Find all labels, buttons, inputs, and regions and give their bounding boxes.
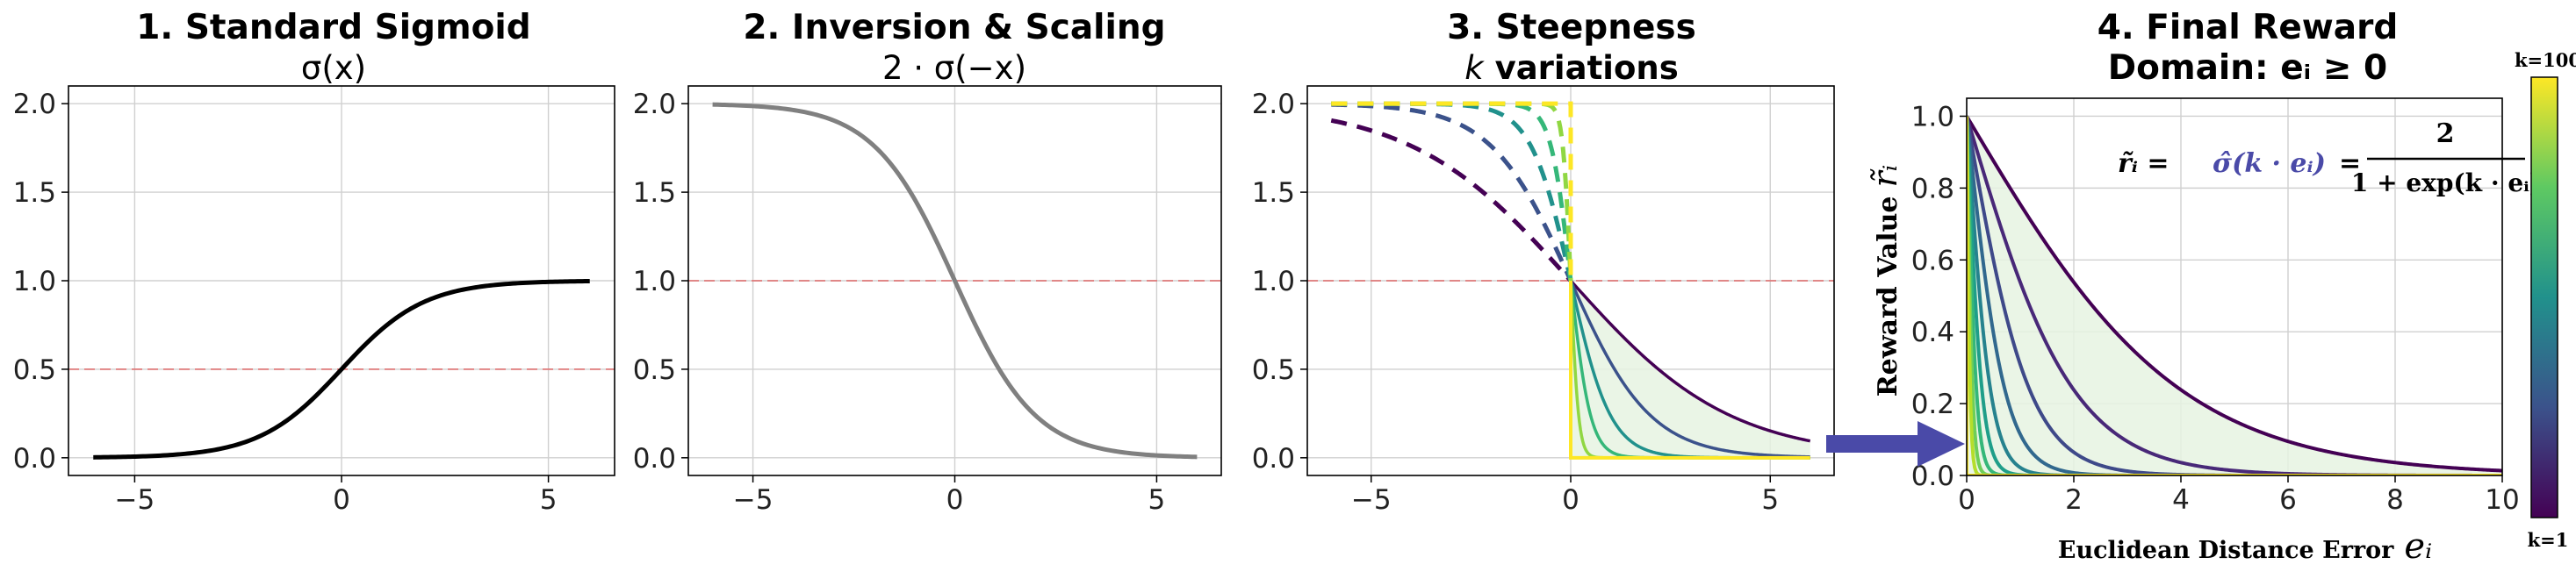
colorbar-top-label: k=100: [2515, 49, 2576, 71]
colorbar-bottom-label: k=1: [2528, 529, 2569, 551]
steepness-curve-left-k100: [1331, 101, 1573, 281]
shaded-region: [1967, 116, 2502, 475]
panel-3-steepness: −5 0 5 0.0 0.5 1.0 1.5 2.0: [1252, 85, 1835, 516]
x-tick-label: 0: [946, 484, 964, 516]
shaded-region: [1571, 281, 1810, 458]
panel2-subtitle: 2 · σ(−x): [882, 49, 1026, 87]
y-tick-label: 1.5: [633, 177, 676, 209]
arrow-head: [1918, 421, 1965, 467]
y-tick-label: 0.2: [1911, 389, 1954, 420]
y-tick-label: 1.5: [13, 177, 56, 209]
formula-numerator: 2: [2436, 118, 2455, 149]
axes-frame: [68, 85, 615, 476]
panel3-title: 3. Steepness: [1447, 8, 1696, 47]
axes-frame: [1306, 85, 1835, 476]
steepness-curve-right-k0.5: [1569, 279, 1811, 443]
y-tick-label: 2.0: [13, 89, 56, 120]
y-tick-label: 0.0: [13, 443, 56, 475]
steepness-curve-right-k1: [1569, 280, 1810, 459]
y-tick-label: 0.4: [1911, 317, 1954, 348]
reward-curve-k2.8: [1967, 116, 2502, 475]
colorbar: k=100 k=1: [2515, 49, 2576, 551]
panel3-subtitle-rest: variations: [1484, 49, 1679, 87]
transition-arrow: [1826, 421, 1965, 467]
arrow-shaft: [1826, 435, 1919, 453]
inverted-sigmoid-curve: [712, 102, 1198, 460]
axes-frame: [687, 85, 1222, 476]
steepness-curve-left-k0.5: [1330, 118, 1572, 282]
x-tick-label: 5: [1148, 484, 1166, 516]
formula-lhs: r̃ᵢ =: [2118, 148, 2169, 179]
colorbar-gradient: [2530, 76, 2558, 518]
formula-sigma: σ̂(k · eᵢ): [2213, 148, 2326, 179]
y-tick-label: 1.0: [1252, 266, 1295, 297]
axes-frame: [1966, 97, 2503, 476]
x-tick-label: 5: [540, 484, 558, 516]
x-tick-label: 8: [2386, 484, 2404, 516]
panel-4-final-reward: 0 2 4 6 8 100.00.20.40.60.81.0: [1911, 97, 2520, 516]
formula-equals: =: [2339, 148, 2361, 179]
x-tick-label: 2: [2065, 484, 2083, 516]
x-tick-label: 5: [1761, 484, 1779, 516]
x-tick-label: −5: [733, 484, 774, 516]
panel4-ylabel: Reward Valuer̃ᵢ: [1866, 165, 1904, 397]
y-tick-label: 2.0: [633, 89, 676, 120]
y-tick-label: 1.5: [1252, 177, 1295, 209]
panel4-subtitle: Domain: eᵢ ≥ 0: [2108, 48, 2387, 88]
steepness-curve-right-k100: [1569, 281, 1810, 460]
panel-2-inversion-scaling: −5 0 5 0.0 0.5 1.0 1.5 2.0: [633, 85, 1222, 516]
y-tick-label: 0.8: [1911, 173, 1954, 204]
x-tick-label: 0: [333, 484, 350, 516]
x-tick-label: 6: [2279, 484, 2297, 516]
x-tick-label: 4: [2172, 484, 2190, 516]
reward-formula: r̃ᵢ = σ̂(k · eᵢ) = 2 1 + exp(k · eᵢ): [2118, 118, 2541, 197]
steepness-curve-left-k1: [1331, 102, 1573, 282]
x-tick-label: −5: [1351, 484, 1392, 516]
y-tick-label: 0.5: [1252, 354, 1295, 386]
x-tick-label: 0: [1958, 484, 1975, 516]
panel3-subtitle: k variations: [1464, 49, 1678, 87]
panel-1-standard-sigmoid: −5 0 5 0.0 0.5 1.0 1.5 2.0: [13, 85, 615, 516]
sigmoid-curve: [93, 279, 590, 460]
y-tick-label: 1.0: [1911, 101, 1954, 132]
panel4-title: 4. Final Reward: [2097, 8, 2399, 47]
x-tick-label: 10: [2485, 484, 2519, 516]
panel1-subtitle: σ(x): [301, 49, 366, 87]
y-tick-label: 0.5: [13, 354, 56, 386]
y-tick-label: 0.6: [1911, 245, 1954, 276]
y-tick-label: 0.0: [1252, 443, 1295, 475]
panel4-xlabel: Euclidean Distance Error eᵢ: [2058, 526, 2432, 567]
reward-curve-k0.5: [1967, 115, 2502, 473]
y-tick-label: 1.0: [13, 266, 56, 297]
formula-denominator: 1 + exp(k · eᵢ): [2351, 168, 2541, 197]
panel2-title: 2. Inversion & Scaling: [743, 8, 1165, 47]
x-tick-label: −5: [115, 484, 155, 516]
panel1-title: 1. Standard Sigmoid: [136, 8, 530, 47]
y-tick-label: 0.0: [633, 443, 676, 475]
y-tick-label: 0.5: [633, 354, 676, 386]
y-tick-label: 2.0: [1252, 89, 1295, 120]
panel3-subtitle-var: k: [1464, 49, 1485, 87]
y-tick-label: 1.0: [633, 266, 676, 297]
x-tick-label: 0: [1562, 484, 1579, 516]
